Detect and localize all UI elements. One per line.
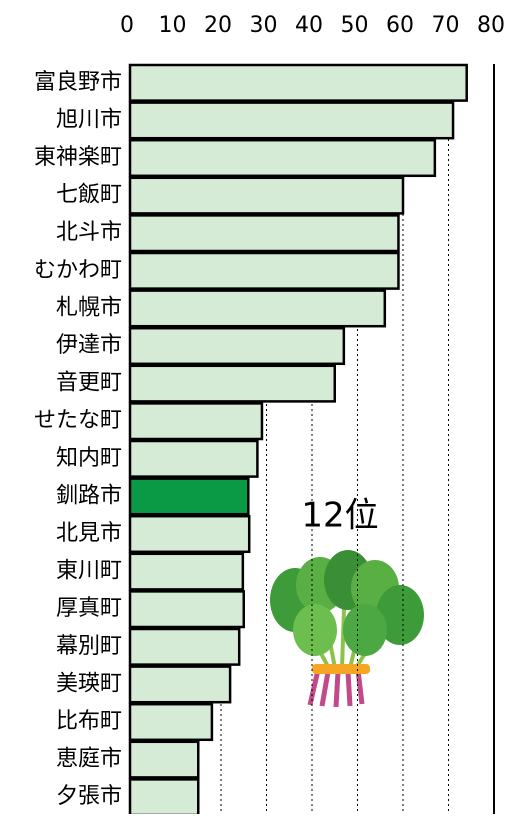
y-tick-label: 夕張市 bbox=[56, 784, 122, 809]
y-tick-label: 七飯町 bbox=[56, 183, 122, 208]
bar bbox=[130, 779, 198, 814]
bar bbox=[130, 479, 248, 515]
bar bbox=[130, 704, 212, 740]
bar bbox=[130, 742, 198, 778]
y-tick-label: 富良野市 bbox=[34, 70, 122, 95]
x-tick-label: 20 bbox=[204, 13, 232, 38]
y-tick-label: 恵庭市 bbox=[56, 747, 122, 772]
x-tick-label: 70 bbox=[432, 13, 460, 38]
bar bbox=[130, 629, 239, 665]
bar bbox=[130, 178, 403, 214]
bar bbox=[130, 667, 230, 703]
chart: 12位 0 10 20 30 40 50 60 70 80 富良野市旭川市東神楽町七飯町北斗市むか… bbox=[0, 0, 505, 814]
y-tick-label: 厚真町 bbox=[56, 596, 122, 621]
y-tick-label: 比布町 bbox=[56, 709, 122, 734]
bar bbox=[130, 215, 398, 251]
y-tick-label: 東神楽町 bbox=[34, 145, 122, 170]
y-tick-label: 東川町 bbox=[56, 559, 122, 584]
bar bbox=[130, 554, 243, 590]
bar bbox=[130, 291, 385, 327]
bar bbox=[130, 516, 249, 552]
bar bbox=[130, 140, 435, 176]
x-tick-label: 40 bbox=[295, 13, 323, 38]
x-tick-label: 50 bbox=[341, 13, 369, 38]
bar bbox=[130, 403, 262, 439]
y-tick-label: 釧路市 bbox=[56, 483, 122, 508]
bar bbox=[130, 441, 257, 477]
y-tick-label: 幕別町 bbox=[56, 634, 122, 659]
x-tick-label: 80 bbox=[477, 13, 505, 38]
x-tick-label: 30 bbox=[250, 13, 278, 38]
rank-annotation: 12位 bbox=[301, 496, 378, 536]
x-tick-label: 10 bbox=[159, 13, 187, 38]
bar bbox=[130, 253, 398, 289]
bar bbox=[130, 591, 244, 627]
bar bbox=[130, 65, 467, 101]
y-tick-label: 音更町 bbox=[56, 371, 122, 396]
y-tick-label: 旭川市 bbox=[56, 107, 122, 132]
bar bbox=[130, 366, 335, 402]
spinach-illustration bbox=[270, 550, 424, 707]
bar bbox=[130, 103, 453, 139]
bar bbox=[130, 328, 344, 364]
y-tick-label: 北見市 bbox=[56, 521, 122, 546]
y-tick-label: むかわ町 bbox=[34, 258, 122, 283]
y-tick-label: 美瑛町 bbox=[56, 671, 122, 696]
x-tick-label: 0 bbox=[120, 13, 134, 38]
y-tick-label: 北斗市 bbox=[56, 220, 122, 245]
y-tick-label: 札幌市 bbox=[56, 295, 122, 320]
x-tick-label: 60 bbox=[386, 13, 414, 38]
y-tick-label: 伊達市 bbox=[56, 333, 122, 358]
y-tick-label: 知内町 bbox=[56, 446, 122, 471]
y-tick-label: せたな町 bbox=[34, 408, 122, 433]
